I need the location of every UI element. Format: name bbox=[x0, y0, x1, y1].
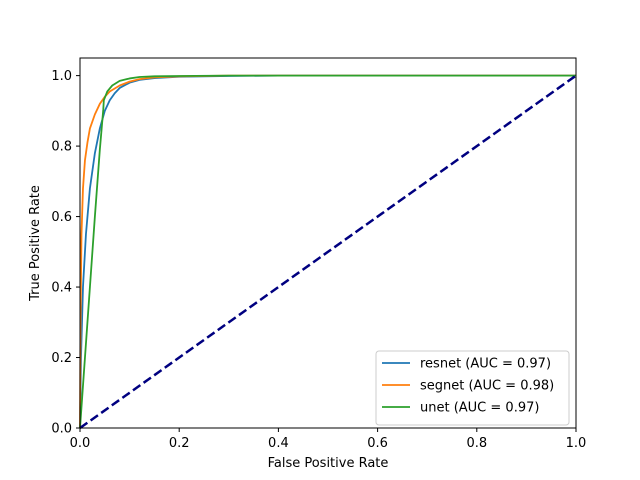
x-tick-label: 0.6 bbox=[367, 436, 388, 451]
x-tick-label: 0.2 bbox=[169, 436, 190, 451]
chance-line bbox=[79, 74, 577, 430]
y-axis-label: True Positive Rate bbox=[28, 185, 43, 302]
x-tick-label: 0.8 bbox=[466, 436, 487, 451]
x-axis-ticks: 0.0 0.2 0.4 0.6 0.8 1.0 bbox=[70, 428, 587, 451]
x-axis-label: False Positive Rate bbox=[268, 456, 389, 471]
y-tick-label: 0.4 bbox=[51, 281, 72, 296]
legend-entry: segnet (AUC = 0.98) bbox=[420, 379, 554, 394]
x-tick-label: 1.0 bbox=[566, 436, 587, 451]
plot-lines bbox=[79, 74, 577, 430]
x-tick-label: 0.0 bbox=[70, 436, 91, 451]
y-tick-label: 0.8 bbox=[51, 140, 72, 155]
legend-box bbox=[375, 350, 570, 426]
y-tick-label: 0.6 bbox=[51, 210, 72, 225]
legend: resnet (AUC = 0.97) segnet (AUC = 0.98) un… bbox=[375, 350, 570, 426]
series-line-2 bbox=[79, 74, 576, 429]
y-axis-ticks: 0.0 0.2 0.4 0.6 0.8 1.0 bbox=[51, 69, 80, 437]
x-tick-label: 0.4 bbox=[268, 436, 289, 451]
y-tick-label: 0.0 bbox=[51, 422, 72, 437]
plot-frame bbox=[79, 57, 577, 429]
y-tick-label: 0.2 bbox=[51, 351, 72, 366]
legend-entry: resnet (AUC = 0.97) bbox=[420, 357, 551, 372]
y-tick-label: 1.0 bbox=[51, 69, 72, 84]
legend-entry: unet (AUC = 0.97) bbox=[420, 401, 539, 416]
